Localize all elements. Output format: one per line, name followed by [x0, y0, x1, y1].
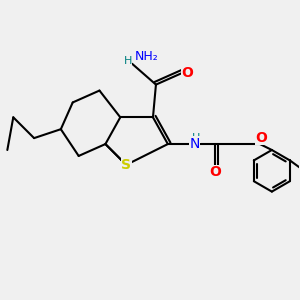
- Text: NH₂: NH₂: [135, 50, 159, 63]
- Text: S: S: [121, 158, 131, 172]
- Text: O: O: [209, 165, 221, 179]
- Text: H: H: [124, 56, 132, 66]
- Text: H: H: [192, 133, 200, 142]
- Text: N: N: [189, 137, 200, 151]
- Text: O: O: [181, 66, 193, 80]
- Text: O: O: [256, 130, 267, 145]
